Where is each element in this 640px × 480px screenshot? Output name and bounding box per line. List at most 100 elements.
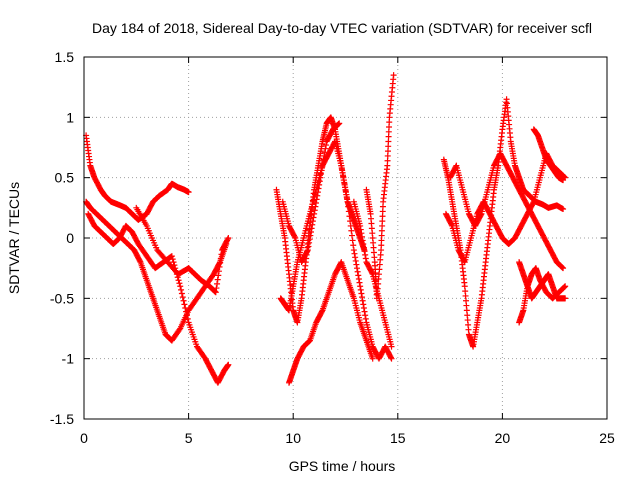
data-point-interp [352, 254, 359, 261]
data-point-interp [357, 286, 364, 293]
data-point-interp [362, 251, 369, 258]
data-point [388, 343, 395, 350]
data-point-interp [306, 239, 313, 246]
x-tick-label: 0 [80, 430, 88, 446]
data-point [388, 355, 395, 362]
data-point [357, 222, 364, 229]
data-point-interp [319, 163, 326, 170]
data-point-interp [176, 280, 183, 287]
data-point-interp [354, 265, 361, 272]
data-point-interp [362, 255, 369, 262]
x-tick-label: 25 [599, 430, 615, 446]
data-point-interp [314, 189, 321, 196]
data-point [185, 189, 192, 196]
grid [84, 57, 607, 419]
data-point [357, 283, 364, 290]
x-tick-label: 10 [285, 430, 301, 446]
data-point-interp [343, 191, 350, 198]
y-tick-label: -0.5 [50, 290, 74, 306]
data-point-interp [355, 272, 362, 279]
data-point [336, 120, 343, 127]
data-point-interp [448, 221, 455, 228]
data-point-interp [291, 233, 298, 240]
data-point-interp [311, 207, 318, 214]
data-point-interp [322, 145, 329, 152]
data-point-interp [224, 236, 231, 243]
data-point-interp [312, 203, 319, 210]
data-point-interp [452, 163, 459, 170]
data-point-interp [359, 297, 366, 304]
data-point-interp [178, 290, 185, 297]
data-point-interp [217, 255, 224, 262]
data-point-interp [340, 173, 347, 180]
data-point-interp [183, 312, 190, 319]
data-point-interp [348, 227, 355, 234]
data-point [562, 295, 569, 302]
data-point-interp [331, 139, 338, 146]
data-point-interp [346, 213, 353, 220]
data-point-interp [342, 187, 349, 194]
data-point-interp [362, 315, 369, 322]
data-point-interp [319, 160, 326, 167]
data-point-interp [316, 178, 323, 185]
data-point-interp [360, 301, 367, 308]
data-point-interp [340, 177, 347, 184]
data-point-interp [307, 232, 314, 239]
data-point-interp [561, 283, 568, 290]
data-point-interp [358, 230, 365, 237]
x-tick-label: 20 [495, 430, 511, 446]
y-axis-label: SDTVAR / TECUs [6, 182, 22, 294]
data-point-interp [360, 304, 367, 311]
data-point-interp [184, 315, 191, 322]
data-point-interp [360, 244, 367, 251]
data-point-interp [169, 256, 176, 263]
data-point-interp [360, 241, 367, 248]
data-point-interp [314, 192, 321, 199]
data-point-interp [181, 301, 188, 308]
axis-ticks: 0 5 10 15 20 25 -1.5 -1 -0.5 0 0.5 1 1.5 [50, 49, 615, 446]
data-point [311, 210, 318, 217]
data-point-interp [361, 308, 368, 315]
y-tick-label: -1.5 [50, 411, 74, 427]
chart-title: Day 184 of 2018, Sidereal Day-to-day VTE… [92, 20, 592, 36]
data-point-interp [355, 276, 362, 283]
x-tick-label: 5 [185, 430, 193, 446]
x-tick-label: 15 [390, 430, 406, 446]
data-points [83, 72, 569, 386]
data-point-interp [310, 214, 317, 221]
data-point-interp [559, 264, 566, 271]
data-point-interp [350, 242, 357, 249]
data-point-interp [318, 167, 325, 174]
data-point-interp [214, 276, 221, 283]
y-tick-label: 1 [66, 109, 74, 125]
data-point [560, 177, 567, 184]
data-point-interp [321, 149, 328, 156]
data-point-interp [560, 284, 567, 291]
data-point-interp [318, 308, 325, 315]
data-point-interp [359, 233, 366, 240]
data-point-interp [320, 156, 327, 163]
data-point-interp [213, 285, 220, 292]
data-point [177, 283, 184, 290]
data-point-interp [348, 232, 355, 239]
data-point-interp [180, 297, 187, 304]
data-point-interp [387, 354, 394, 361]
y-tick-label: -1 [62, 351, 75, 367]
data-point-interp [334, 121, 341, 128]
data-point [168, 253, 175, 260]
data-point [304, 247, 311, 254]
data-point [562, 283, 569, 290]
data-point-interp [309, 218, 316, 225]
data-point-interp [315, 185, 322, 192]
data-point-interp [345, 208, 352, 215]
data-point-interp [362, 312, 369, 319]
data-point-interp [358, 290, 365, 297]
data-point-interp [136, 257, 143, 264]
data-point-interp [345, 203, 352, 210]
data-point-interp [339, 169, 346, 176]
data-point-interp [313, 196, 320, 203]
data-point-interp [359, 237, 366, 244]
data-point-interp [306, 236, 313, 243]
data-point-interp [304, 248, 311, 255]
